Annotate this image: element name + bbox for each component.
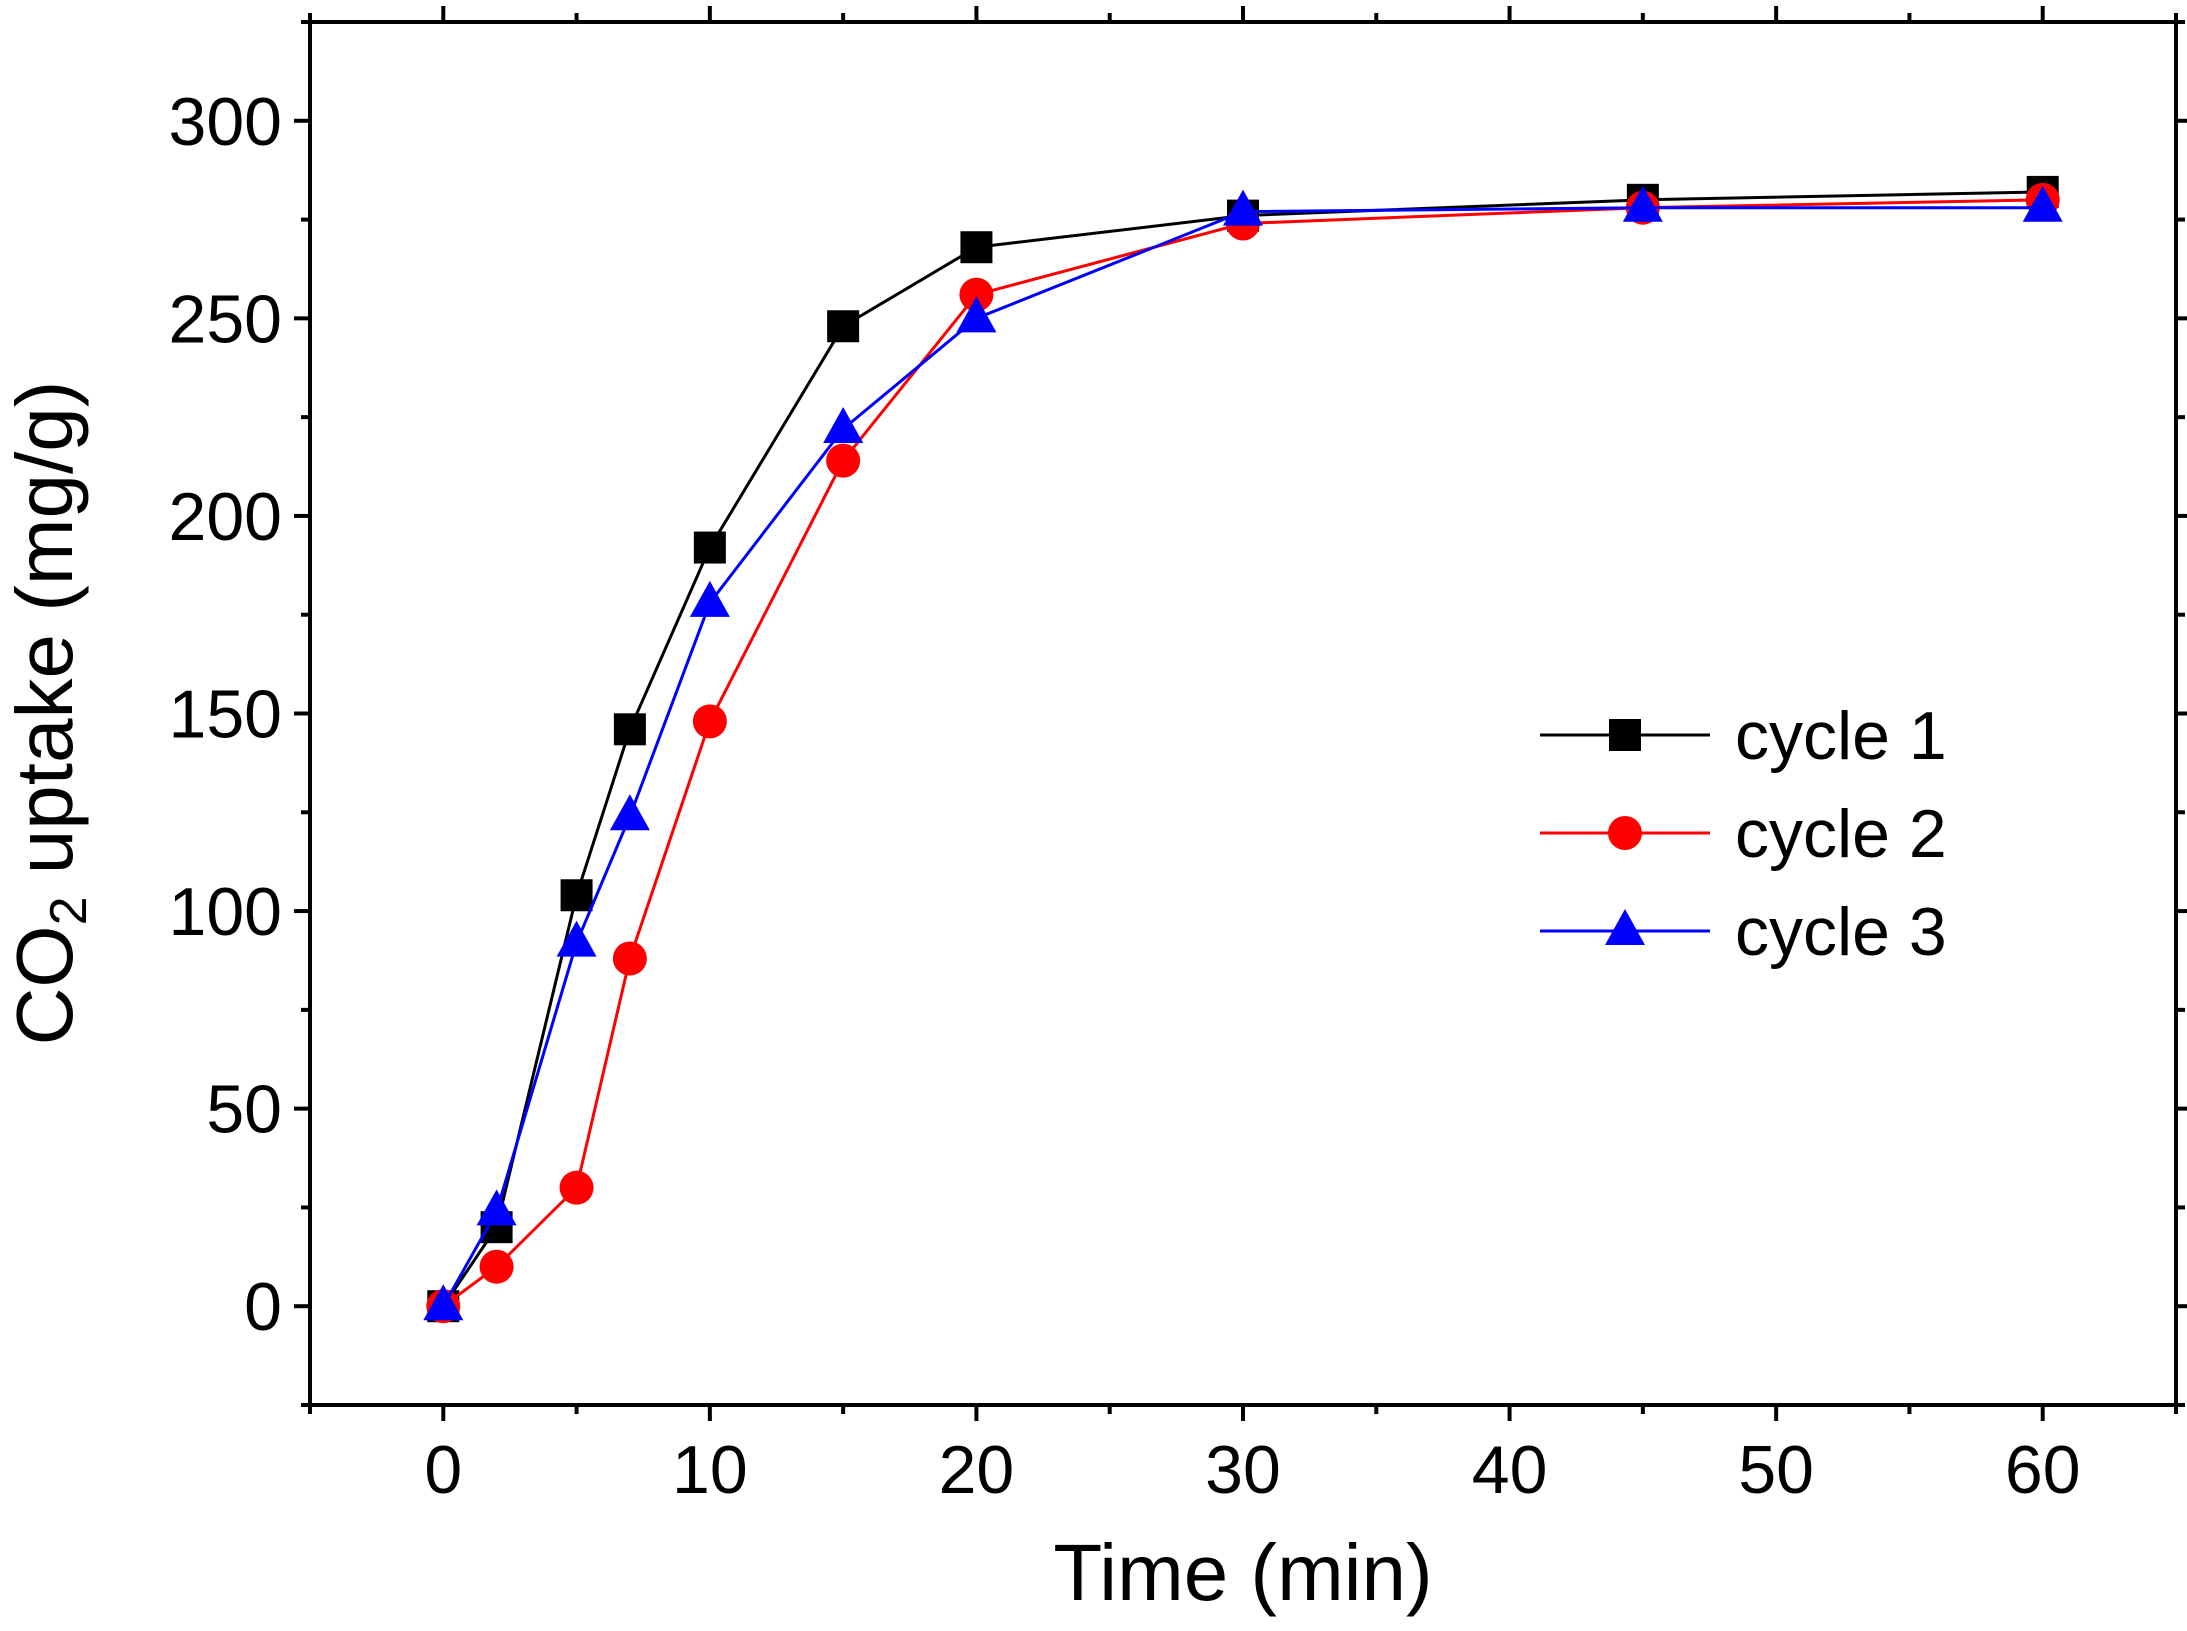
series-line [442, 198, 2043, 1308]
data-point [692, 704, 727, 739]
data-point [559, 1170, 594, 1205]
series-layer [423, 175, 2063, 1324]
legend-label: cycle 1 [1735, 698, 1947, 774]
series-3 [423, 185, 2063, 1321]
legend-item: cycle 3 [1540, 894, 1947, 970]
y-axis-title-suffix: uptake (mg/g) [0, 381, 89, 897]
data-point [612, 941, 647, 976]
data-point [827, 310, 860, 343]
x-tick-label: 40 [1472, 1432, 1548, 1508]
series-line [441, 206, 2043, 1307]
y-tick-label: 300 [169, 84, 282, 160]
legend-marker [1608, 816, 1642, 850]
legend-marker [1609, 719, 1641, 751]
legend-label: cycle 3 [1735, 894, 1947, 970]
y-tick-label: 0 [244, 1269, 282, 1345]
x-tick-label: 50 [1738, 1432, 1814, 1508]
y-tick-label: 150 [169, 677, 282, 753]
legend: cycle 1 cycle 2 cycle 3 [1540, 698, 1947, 970]
x-tick-label: 10 [672, 1432, 748, 1508]
y-tick-label: 100 [169, 874, 282, 950]
data-point [613, 713, 646, 746]
data-point [560, 879, 593, 912]
axis-ticks: 0 10 20 30 40 50 60 0 50 100 150 200 250 300 [169, 6, 2187, 1508]
data-point [960, 231, 993, 264]
y-tick-label: 250 [169, 281, 282, 357]
y-axis-title-prefix: CO [0, 925, 89, 1045]
legend-item: cycle 1 [1540, 698, 1947, 774]
data-point [693, 531, 726, 564]
data-point [689, 580, 730, 617]
y-axis-title: CO2 uptake (mg/g) [0, 381, 98, 1046]
data-point [556, 920, 597, 957]
legend-label: cycle 2 [1735, 796, 1947, 872]
data-point [476, 1189, 517, 1226]
data-point [423, 1284, 464, 1321]
data-point [826, 443, 861, 478]
data-point [2022, 185, 2063, 222]
legend-item: cycle 2 [1540, 796, 1947, 872]
data-point [1223, 189, 1263, 226]
legend-marker [1605, 909, 1645, 945]
data-point [1622, 185, 1663, 222]
x-tick-label: 0 [424, 1432, 462, 1508]
y-axis-title-subscript: 2 [40, 896, 98, 925]
data-point [609, 794, 650, 831]
y-tick-label: 50 [206, 1072, 282, 1148]
data-point [959, 277, 994, 312]
data-point [956, 296, 997, 333]
y-tick-label: 200 [169, 479, 282, 555]
x-tick-label: 60 [2005, 1432, 2081, 1508]
x-tick-label: 30 [1205, 1432, 1281, 1508]
data-point [479, 1249, 514, 1284]
data-point [823, 406, 864, 443]
x-tick-label: 20 [939, 1432, 1015, 1508]
x-axis-title: Time (min) [1053, 1528, 1432, 1617]
series-line [442, 190, 2043, 1308]
